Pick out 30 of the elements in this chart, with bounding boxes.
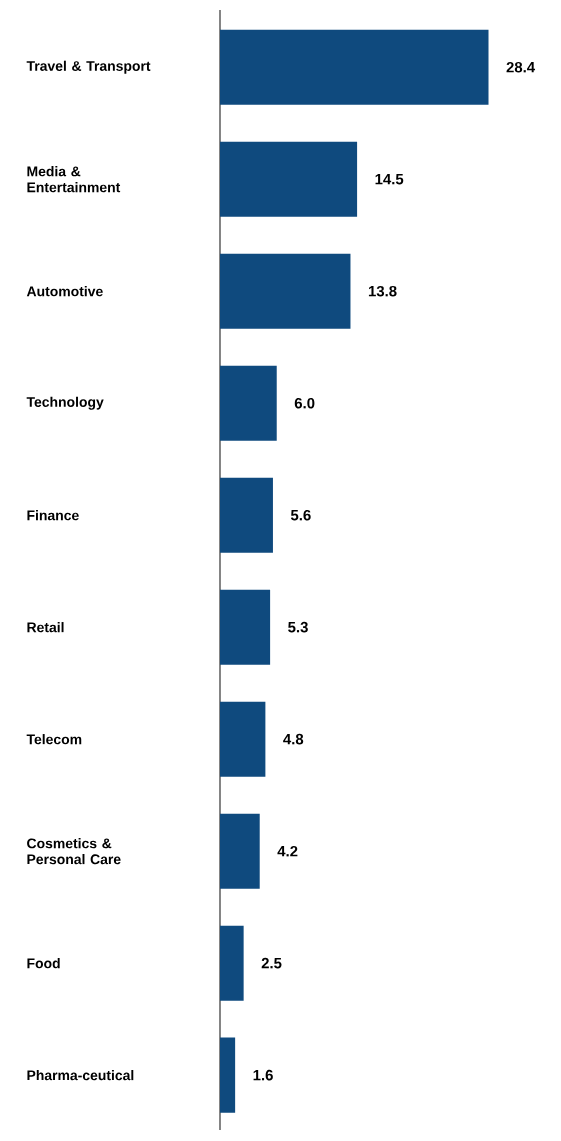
data-label: 6.0 — [294, 397, 315, 409]
y-tick-label: Cosmetics & Personal Care — [27, 838, 121, 865]
y-tick-label: Retail — [27, 622, 64, 633]
bar — [220, 141, 358, 217]
bar — [220, 29, 489, 105]
bar — [220, 701, 266, 777]
y-tick-label: Telecom — [26, 734, 82, 745]
bar — [220, 1037, 236, 1113]
bar — [220, 365, 277, 441]
data-label: 14.5 — [375, 173, 404, 185]
data-label: 5.6 — [290, 509, 311, 521]
y-tick-label: Travel & Transport — [26, 60, 151, 74]
data-label: 4.2 — [277, 845, 298, 857]
bar — [220, 477, 273, 553]
y-tick-label: Pharma-ceutical — [27, 1070, 134, 1081]
data-label: 5.3 — [288, 621, 308, 633]
bar — [220, 925, 244, 1001]
y-tick-label: Technology — [26, 396, 104, 410]
data-label: 13.8 — [368, 285, 397, 297]
data-label: 2.5 — [261, 957, 282, 969]
data-label: 1.6 — [253, 1069, 273, 1081]
bar — [220, 253, 351, 329]
y-tick-label: Finance — [27, 510, 79, 521]
bar — [220, 589, 271, 665]
y-tick-label: Automotive — [26, 286, 103, 297]
y-tick-label: Food — [27, 958, 60, 969]
data-label: 4.8 — [283, 733, 304, 745]
data-label: 28.4 — [506, 61, 536, 73]
y-tick-label: Media & Entertainment — [27, 166, 121, 193]
bar — [220, 813, 260, 889]
